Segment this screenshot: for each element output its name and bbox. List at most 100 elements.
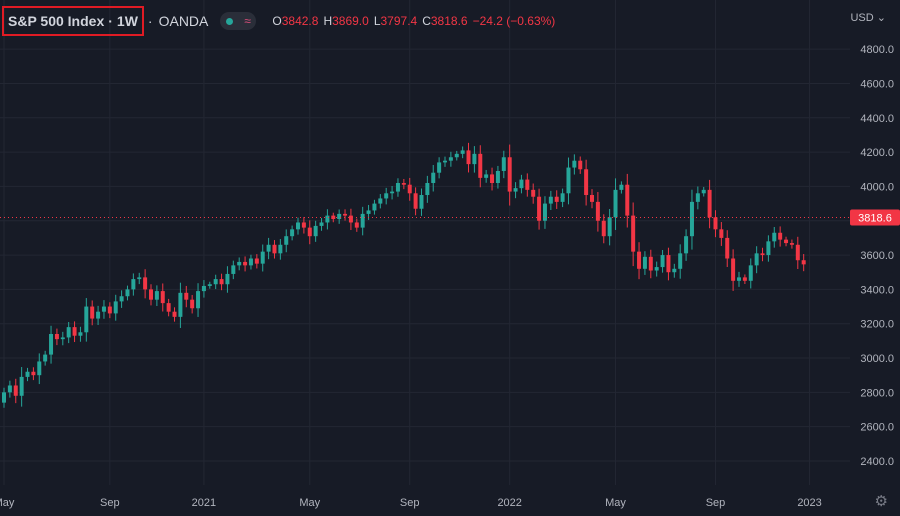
candle-body bbox=[119, 296, 124, 302]
candle-body bbox=[707, 189, 712, 218]
candle-body bbox=[72, 327, 77, 336]
candle-body bbox=[784, 239, 789, 244]
candle-body bbox=[560, 193, 565, 202]
broker-label[interactable]: OANDA bbox=[158, 13, 209, 29]
candle-body bbox=[113, 301, 118, 314]
candle-body bbox=[307, 227, 312, 237]
candle-body bbox=[684, 236, 689, 254]
candle-body bbox=[754, 253, 759, 266]
candle-body bbox=[642, 256, 647, 269]
candle-body bbox=[278, 244, 283, 254]
candle-body bbox=[648, 256, 653, 271]
candle-body bbox=[96, 311, 101, 319]
x-tick-label: May bbox=[299, 497, 320, 509]
candle-body bbox=[625, 184, 630, 216]
candle-body bbox=[348, 215, 353, 223]
candle-body bbox=[243, 261, 248, 266]
candle-body bbox=[637, 251, 642, 269]
candle-body bbox=[13, 385, 18, 396]
candle-body bbox=[107, 306, 112, 314]
x-tick-label: May bbox=[0, 497, 15, 509]
symbol-name[interactable]: S&P 500 Index bbox=[8, 13, 105, 29]
market-status-toggle[interactable]: ≈ bbox=[220, 12, 257, 30]
candle-body bbox=[78, 332, 83, 336]
symbol-title-box[interactable]: S&P 500 Index · 1W bbox=[2, 6, 144, 36]
candle-body bbox=[248, 258, 253, 266]
currency-selector[interactable]: USD ⌄ bbox=[850, 11, 886, 24]
candle-body bbox=[325, 215, 330, 223]
x-tick-label: 2021 bbox=[192, 497, 216, 509]
candle-body bbox=[578, 160, 583, 170]
x-tick-label: May bbox=[605, 497, 626, 509]
candle-body bbox=[478, 153, 483, 178]
candle-body bbox=[695, 193, 700, 202]
ohlc-close: C3818.6 bbox=[422, 14, 468, 28]
candle-body bbox=[719, 229, 724, 238]
candle-body bbox=[548, 196, 553, 204]
candle-body bbox=[425, 183, 430, 196]
x-tick-label: Sep bbox=[100, 497, 120, 509]
candle-body bbox=[190, 299, 195, 309]
candle-body bbox=[701, 189, 706, 194]
candle-body bbox=[390, 191, 395, 194]
candle-body bbox=[607, 217, 612, 237]
y-tick-label: 4800.0 bbox=[860, 44, 894, 56]
candle-body bbox=[801, 260, 806, 265]
candle-body bbox=[154, 291, 159, 300]
candle-body bbox=[507, 157, 512, 192]
y-tick-label: 3000.0 bbox=[860, 353, 894, 365]
ohlc-change: −24.2 (−0.63%) bbox=[472, 14, 556, 28]
candles bbox=[2, 142, 806, 408]
ohlc-open: O3842.8 bbox=[272, 14, 319, 28]
candle-body bbox=[666, 255, 671, 273]
candle-body bbox=[572, 160, 577, 168]
candle-body bbox=[313, 225, 318, 237]
candle-body bbox=[672, 268, 677, 273]
candle-body bbox=[160, 291, 165, 304]
candle-body bbox=[513, 188, 518, 192]
candle-body bbox=[613, 189, 618, 218]
candle-body bbox=[713, 217, 718, 230]
candle-body bbox=[448, 157, 453, 161]
candle-body bbox=[178, 292, 183, 317]
candle-body bbox=[772, 232, 777, 242]
candle-body bbox=[213, 279, 218, 285]
candle-body bbox=[566, 167, 571, 194]
gear-icon[interactable]: ⚙ bbox=[874, 493, 888, 510]
candle-body bbox=[554, 196, 559, 202]
candle-body bbox=[225, 273, 230, 285]
candle-body bbox=[789, 243, 794, 245]
candle-body bbox=[266, 244, 271, 252]
status-dot-icon bbox=[225, 17, 233, 25]
candle-body bbox=[654, 267, 659, 271]
candle-body bbox=[378, 198, 383, 204]
candle-body bbox=[31, 371, 36, 376]
interval-label[interactable]: 1W bbox=[116, 13, 138, 29]
candle-body bbox=[207, 284, 212, 286]
candle-body bbox=[531, 189, 536, 197]
candle-body bbox=[595, 201, 600, 221]
candle-body bbox=[384, 193, 389, 199]
candle-body bbox=[413, 193, 418, 209]
candle-body bbox=[354, 222, 359, 228]
x-tick-label: Sep bbox=[706, 497, 726, 509]
candle-body bbox=[472, 153, 477, 165]
candle-body bbox=[778, 232, 783, 240]
candle-body bbox=[401, 183, 406, 185]
candle-body bbox=[372, 203, 377, 211]
x-tick-label: 2023 bbox=[797, 497, 821, 509]
candle-body bbox=[201, 285, 206, 292]
chevron-down-icon: ⌄ bbox=[876, 12, 886, 24]
grid-lines bbox=[0, 0, 850, 485]
candle-body bbox=[149, 289, 153, 300]
candle-body bbox=[443, 160, 447, 163]
candle-body bbox=[689, 201, 694, 237]
candle-body bbox=[495, 170, 500, 183]
candle-body bbox=[260, 251, 265, 264]
candle-body bbox=[137, 277, 142, 280]
y-tick-label: 4400.0 bbox=[860, 113, 894, 125]
candle-body bbox=[460, 150, 465, 154]
candle-body bbox=[337, 213, 342, 220]
candle-body bbox=[466, 150, 471, 165]
